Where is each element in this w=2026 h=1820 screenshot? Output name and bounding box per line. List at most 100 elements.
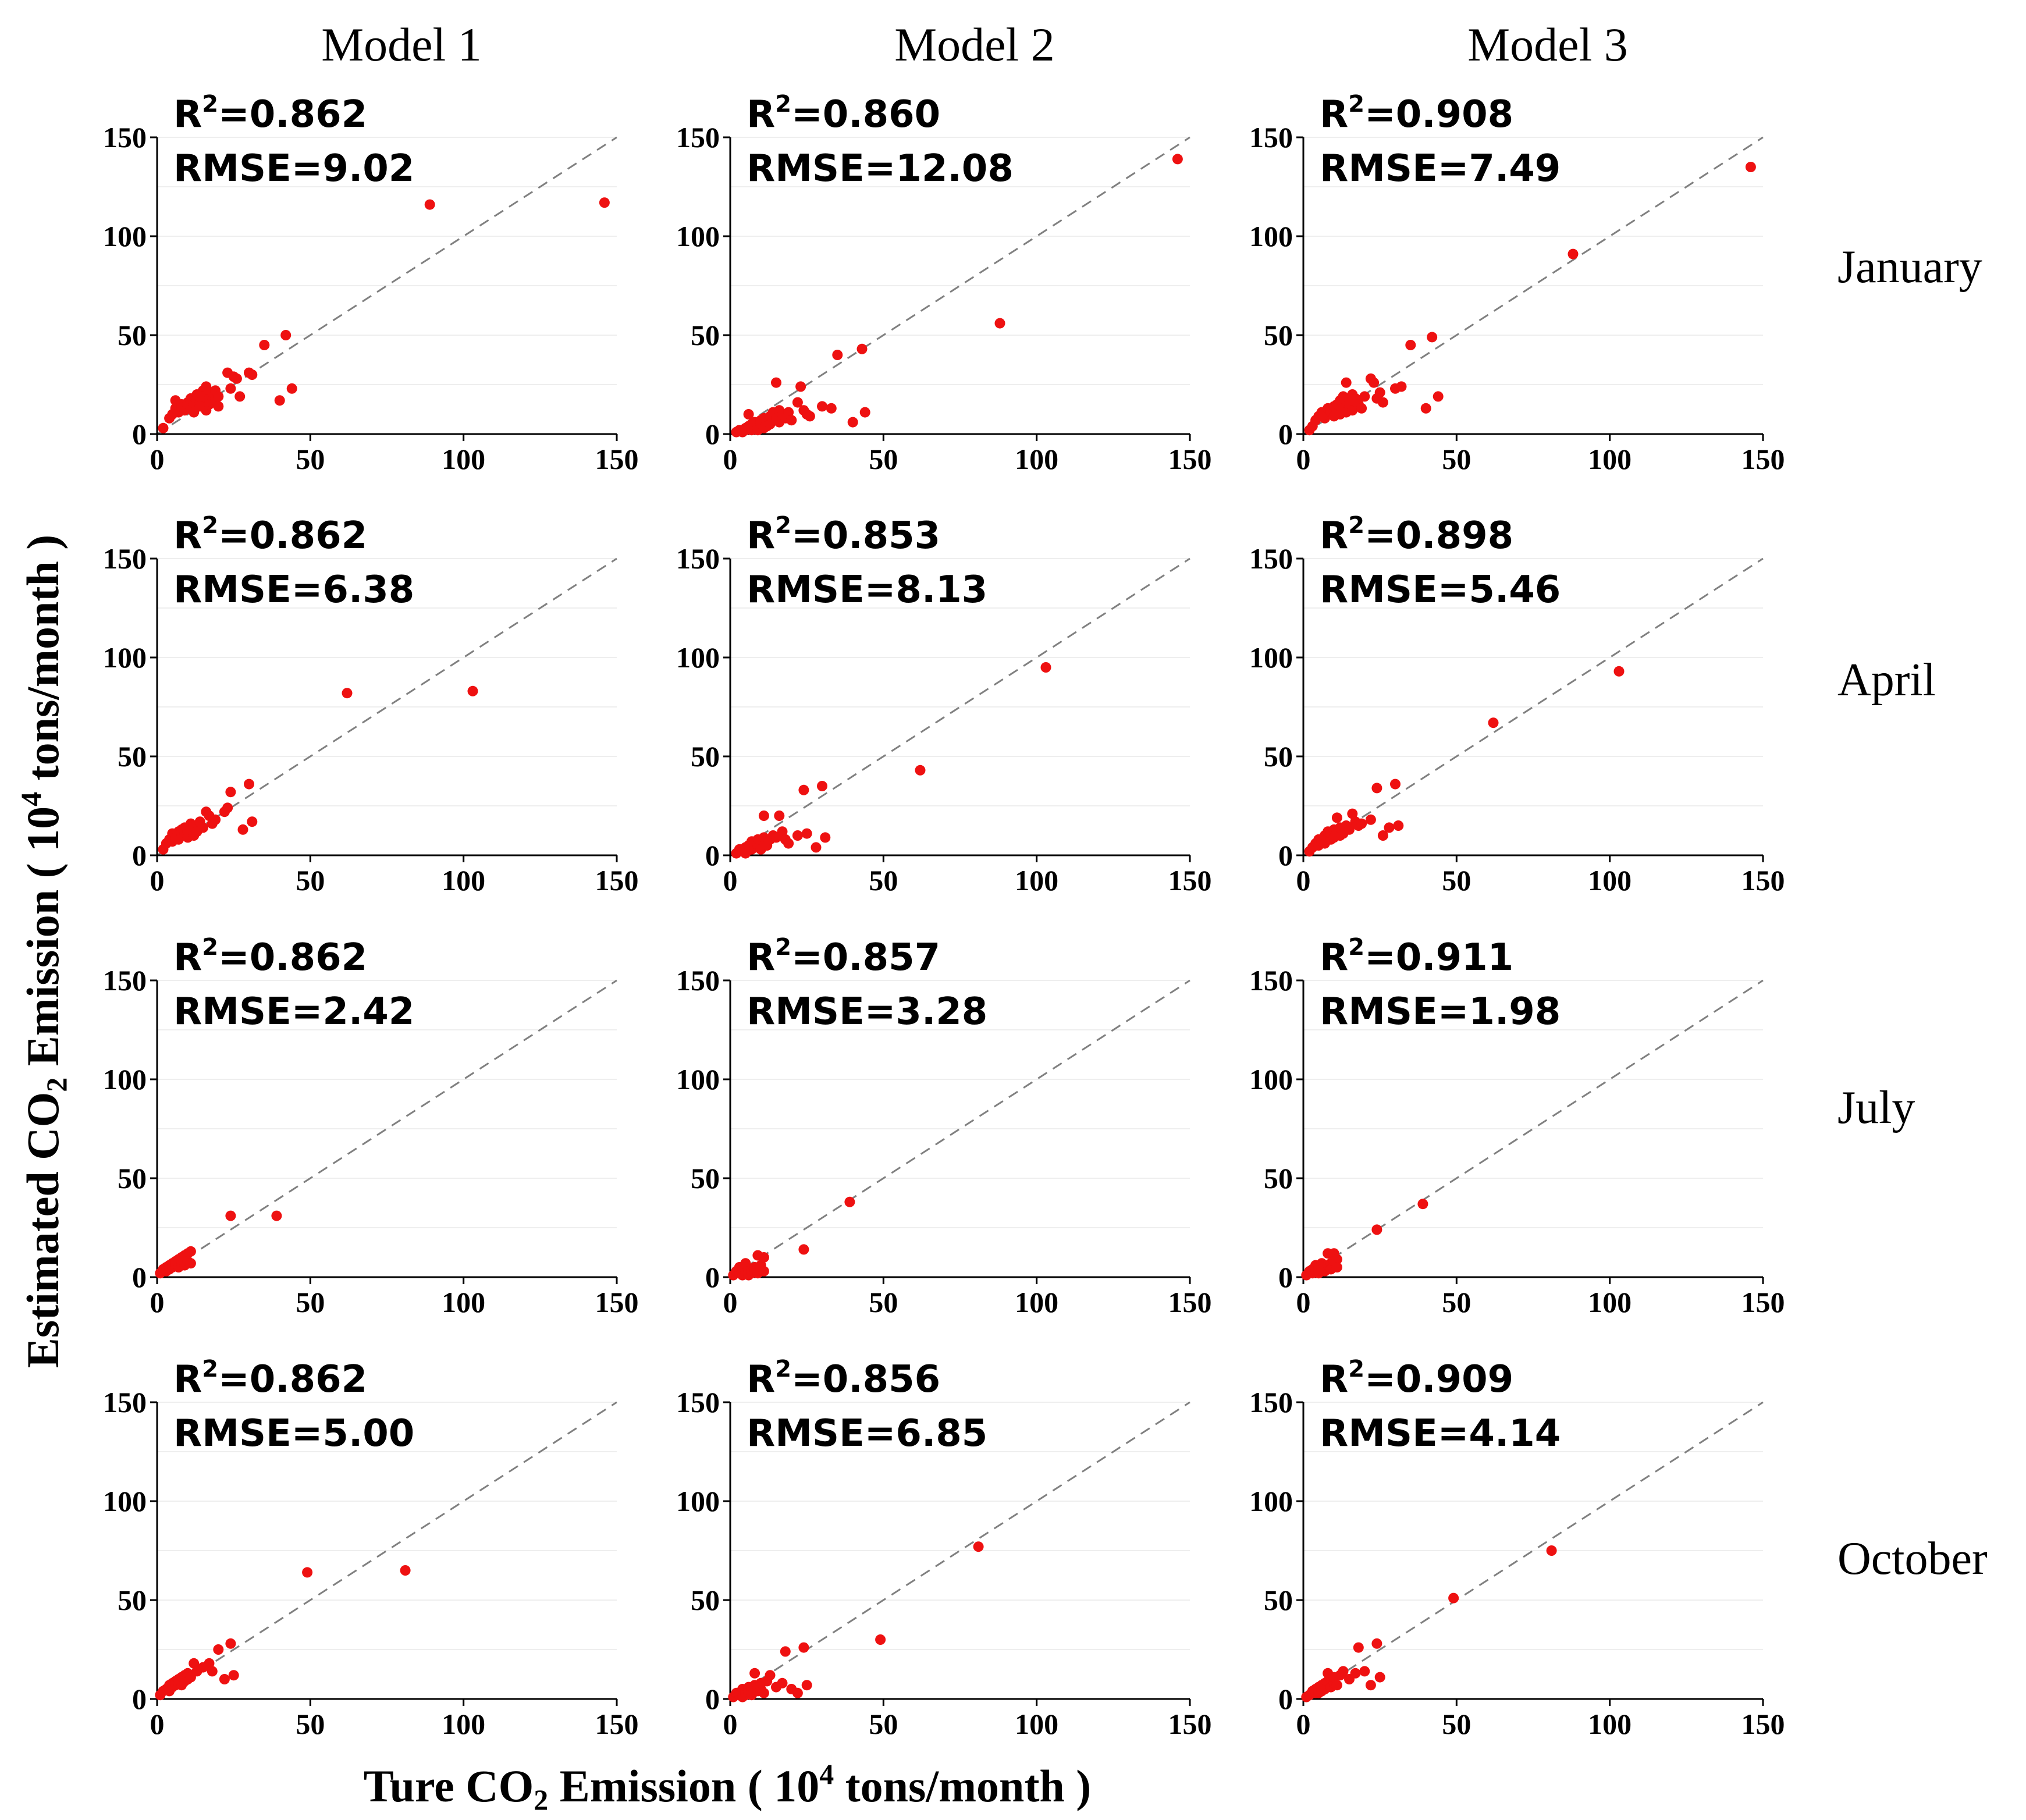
- data-point: [1405, 340, 1416, 350]
- data-point: [801, 1680, 812, 1691]
- data-point: [1338, 1666, 1349, 1677]
- y-tick-label: 50: [118, 1584, 147, 1616]
- y-tick-label: 100: [1249, 641, 1293, 674]
- y-tick-label: 100: [103, 1063, 147, 1096]
- x-tick-label: 150: [1168, 864, 1212, 897]
- rmse-label: RMSE=6.85: [747, 1412, 987, 1455]
- y-tick-label: 50: [691, 1584, 720, 1616]
- y-axis-title: Estimated CO2 Emission ( 104 tons/month …: [15, 535, 73, 1368]
- data-point: [1359, 1666, 1370, 1677]
- r-squared-label: R2=0.857: [747, 934, 940, 979]
- panel-model-1-october: 0 50 100 150 0 50 100 150 R2=0.862 RMSE=5.00: [103, 1356, 639, 1740]
- panel-model-2-april: 0 50 100 150 0 50 100 150 R2=0.853 RMSE=8.13: [676, 512, 1212, 897]
- data-point: [994, 318, 1005, 329]
- column-title-model-1: Model 1: [321, 18, 482, 71]
- y-tick-label: 0: [132, 1261, 147, 1293]
- data-point: [234, 391, 246, 402]
- panel-model-3-july: 0 50 100 150 0 50 100 150 R2=0.911 RMSE=1.98: [1249, 934, 1785, 1318]
- x-tick-label: 100: [442, 443, 485, 475]
- data-point: [792, 1687, 803, 1698]
- panel-model-2-july: 0 50 100 150 0 50 100 150 R2=0.857 RMSE=3.28: [676, 934, 1212, 1318]
- data-point: [771, 377, 781, 388]
- reference-line-y-equals-x: [1303, 136, 1764, 435]
- y-tick-label: 50: [118, 1162, 147, 1195]
- reference-line-y-equals-x: [157, 557, 617, 856]
- data-point: [1331, 812, 1342, 823]
- y-tick-label: 150: [103, 1386, 147, 1419]
- x-tick-label: 0: [1296, 1286, 1311, 1318]
- r-squared-label: R2=0.862: [173, 91, 367, 136]
- x-tick-label: 150: [1741, 443, 1785, 475]
- y-tick-label: 0: [705, 1261, 720, 1293]
- x-tick-label: 150: [595, 864, 639, 897]
- data-point: [1350, 1668, 1361, 1679]
- rmse-label: RMSE=5.46: [1320, 568, 1561, 612]
- x-tick-label: 100: [442, 864, 485, 897]
- data-point: [1369, 377, 1380, 388]
- data-point: [758, 1687, 769, 1698]
- y-tick-label: 100: [103, 1485, 147, 1517]
- reference-line-y-equals-x: [1303, 1401, 1764, 1700]
- x-tick-label: 150: [1741, 1286, 1785, 1318]
- data-point: [820, 832, 831, 843]
- data-point: [467, 685, 478, 696]
- data-point: [225, 383, 236, 394]
- data-point: [213, 391, 224, 402]
- data-point: [213, 1644, 224, 1655]
- y-tick-label: 50: [1264, 740, 1293, 773]
- x-tick-label: 150: [1168, 1708, 1212, 1740]
- y-tick-label: 0: [132, 418, 147, 450]
- x-tick-label: 50: [296, 1286, 325, 1318]
- data-point: [792, 830, 803, 841]
- data-point: [1365, 814, 1376, 825]
- y-tick-label: 100: [103, 220, 147, 253]
- r-squared-label: R2=0.898: [1320, 512, 1513, 557]
- data-point: [244, 779, 254, 790]
- x-tick-label: 50: [296, 443, 325, 475]
- column-title-model-3: Model 3: [1467, 18, 1628, 71]
- x-tick-label: 50: [869, 1286, 898, 1318]
- data-point: [210, 814, 221, 825]
- data-point: [804, 411, 815, 422]
- x-tick-label: 0: [1296, 443, 1311, 475]
- data-point: [1356, 818, 1367, 829]
- data-point: [1331, 1254, 1342, 1265]
- x-tick-label: 50: [296, 864, 325, 897]
- data-point: [798, 784, 809, 795]
- data-point: [1377, 830, 1388, 841]
- y-tick-label: 50: [118, 319, 147, 351]
- x-tick-label: 100: [1588, 1708, 1632, 1740]
- y-tick-label: 150: [676, 542, 720, 575]
- r-squared-label: R2=0.860: [747, 91, 940, 136]
- y-tick-label: 150: [103, 542, 147, 575]
- data-point: [847, 417, 858, 428]
- data-point: [783, 407, 794, 418]
- x-tick-label: 150: [1168, 443, 1212, 475]
- rmse-label: RMSE=1.98: [1320, 990, 1561, 1033]
- data-point: [237, 824, 248, 835]
- data-point: [801, 828, 812, 839]
- y-tick-label: 0: [1278, 1261, 1293, 1293]
- data-point: [743, 409, 754, 420]
- y-tick-label: 50: [691, 319, 720, 351]
- data-point: [1347, 808, 1358, 819]
- y-tick-label: 50: [1264, 1584, 1293, 1616]
- r-squared-label: R2=0.909: [1320, 1356, 1513, 1401]
- x-tick-label: 0: [150, 864, 165, 897]
- y-tick-label: 0: [705, 1683, 720, 1715]
- data-point: [280, 330, 292, 340]
- data-point: [1365, 1680, 1376, 1691]
- y-tick-label: 150: [676, 964, 720, 997]
- data-point: [1341, 377, 1352, 388]
- data-point: [1568, 248, 1579, 260]
- x-tick-label: 50: [1442, 864, 1471, 897]
- x-tick-label: 100: [1015, 1286, 1058, 1318]
- y-tick-label: 50: [118, 740, 147, 773]
- x-tick-label: 150: [595, 1286, 639, 1318]
- y-tick-label: 150: [1249, 1386, 1293, 1419]
- data-point: [832, 350, 843, 360]
- data-point: [302, 1567, 313, 1578]
- x-tick-label: 150: [595, 443, 639, 475]
- data-point: [1331, 1680, 1342, 1691]
- r-squared-label: R2=0.908: [1320, 91, 1513, 136]
